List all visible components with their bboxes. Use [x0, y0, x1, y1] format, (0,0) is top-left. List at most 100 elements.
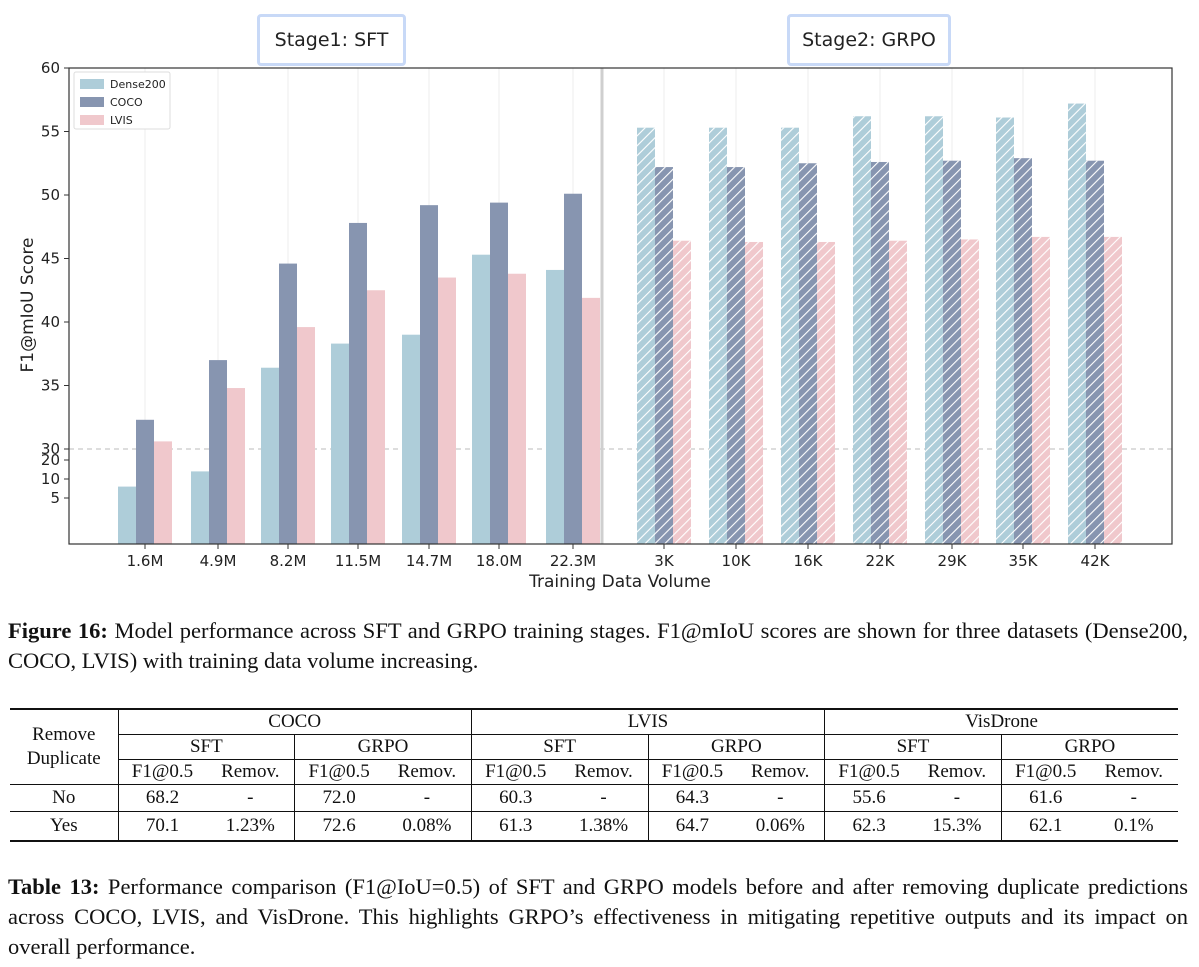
table-cell: -: [912, 784, 1002, 812]
table-row: Yes 70.1 1.23% 72.6 0.08% 61.3 1.38% 64.…: [10, 811, 1178, 842]
y-tick-label: 45: [41, 250, 60, 268]
x-tick-label: 3K: [654, 552, 675, 570]
x-tick-label: 8.2M: [270, 552, 307, 570]
bar-hatch: [1086, 160, 1104, 544]
metric-header: Remov.: [912, 759, 1002, 785]
metric-header: Remov.: [206, 759, 295, 785]
table-cell: 0.06%: [736, 811, 825, 842]
bar: [367, 290, 385, 544]
y-axis-label: F1@mIoU Score: [18, 237, 38, 372]
table-cell: 64.3: [647, 784, 737, 812]
dataset-header: VisDrone: [824, 708, 1178, 735]
legend-swatch: [80, 79, 104, 89]
bar-hatch: [996, 117, 1014, 544]
y-tick-label: 50: [41, 186, 60, 204]
y-tick-label: 55: [41, 123, 60, 141]
table-cell: 70.1: [117, 811, 207, 842]
table-caption: Table 13: Performance comparison (F1@IoU…: [8, 872, 1188, 962]
table-cell: 72.0: [294, 784, 384, 812]
table-cell: 62.1: [1000, 811, 1090, 842]
row-header-line1: Remove: [32, 724, 96, 745]
bar: [191, 471, 209, 544]
bar-hatch: [853, 116, 871, 544]
x-tick-label: 22K: [866, 552, 896, 570]
table-cell: 1.23%: [206, 811, 295, 842]
dataset-header: LVIS: [470, 708, 825, 735]
stage1-label: Stage1: SFT: [257, 14, 406, 66]
metric-header: Remov.: [736, 759, 825, 785]
table-cell: 68.2: [117, 784, 207, 812]
table-cell: 0.1%: [1089, 811, 1178, 842]
y-tick-label: 35: [41, 377, 60, 395]
x-tick-label: 10K: [722, 552, 752, 570]
x-axis-label: Training Data Volume: [528, 572, 711, 592]
bar-hatch: [871, 161, 889, 545]
x-tick-label: 42K: [1081, 552, 1111, 570]
table-cell: 60.3: [470, 784, 560, 812]
method-header: GRPO: [1000, 734, 1178, 760]
bar-hatch: [727, 167, 745, 544]
bar: [490, 202, 508, 544]
legend: Dense200 COCO LVIS: [73, 71, 171, 130]
method-header: GRPO: [294, 734, 472, 760]
legend-swatch: [80, 115, 104, 125]
bar: [564, 193, 582, 545]
table-row: No 68.2 - 72.0 - 60.3 - 64.3 - 55.6 - 61…: [10, 784, 1178, 812]
x-tick-label: 29K: [938, 552, 968, 570]
table-cell: 15.3%: [912, 811, 1002, 842]
bar-hatch: [799, 163, 817, 544]
table-cell: 72.6: [294, 811, 384, 842]
table-cell: -: [559, 784, 648, 812]
y-tick-label: 5: [50, 489, 60, 507]
y-tick-label: 30: [41, 440, 60, 458]
metric-header: Remov.: [559, 759, 648, 785]
x-tick-label: 22.3M: [550, 552, 596, 570]
results-table: Remove Duplicate COCO LVIS VisDrone SFT …: [10, 708, 1178, 842]
bar: [154, 441, 172, 544]
y-tick-label: 20: [41, 451, 60, 469]
bar-hatch: [1068, 103, 1086, 544]
plot-frame: [68, 67, 1173, 545]
table-cell: 1.38%: [559, 811, 648, 842]
x-tick-label: 14.7M: [406, 552, 452, 570]
method-header: GRPO: [647, 734, 825, 760]
figure-caption-label: Figure 16:: [8, 618, 108, 643]
bar: [349, 222, 367, 544]
bar: [227, 388, 245, 544]
bar-hatch: [889, 240, 907, 544]
y-tick-label: 10: [41, 470, 60, 488]
bar-hatch: [655, 167, 673, 544]
bar: [546, 269, 564, 544]
legend-label: LVIS: [110, 114, 133, 127]
metric-header: F1@0.5: [824, 759, 913, 785]
table-cell: -: [736, 784, 825, 812]
metric-header: F1@0.5: [117, 759, 207, 785]
row-label: Yes: [10, 811, 119, 842]
table-caption-text: Performance comparison (F1@IoU=0.5) of S…: [8, 874, 1188, 959]
table-cell: 55.6: [824, 784, 913, 812]
bar-hatch: [1014, 158, 1032, 545]
bar-hatch: [637, 127, 655, 544]
table-cell: 61.3: [470, 811, 560, 842]
bar: [118, 486, 136, 544]
figure-caption-text: Model performance across SFT and GRPO tr…: [8, 618, 1188, 673]
table-cell: -: [206, 784, 295, 812]
bar: [508, 273, 526, 544]
row-header-line2: Duplicate: [26, 748, 101, 769]
table-cell: -: [383, 784, 472, 812]
bar: [438, 277, 456, 544]
metric-header: F1@0.5: [647, 759, 737, 785]
bar: [136, 419, 154, 544]
metric-header: F1@0.5: [294, 759, 384, 785]
x-tick-label: 11.5M: [335, 552, 381, 570]
y-tick-label: 60: [41, 59, 60, 77]
table-caption-label: Table 13:: [8, 874, 100, 899]
legend-swatch: [80, 97, 104, 107]
figure-caption: Figure 16: Model performance across SFT …: [8, 616, 1188, 676]
x-tick-label: 16K: [794, 552, 824, 570]
method-header: SFT: [117, 734, 295, 760]
x-tick-label: 1.6M: [127, 552, 164, 570]
x-tick-label: 4.9M: [200, 552, 237, 570]
bar-hatch: [961, 239, 979, 544]
